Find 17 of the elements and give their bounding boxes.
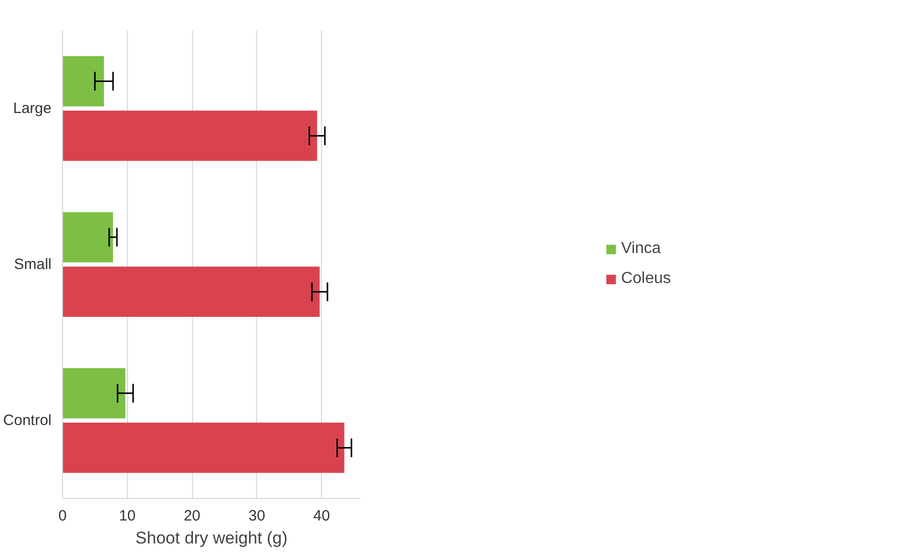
legend-label: Coleus — [621, 270, 671, 288]
y-tick-label: Small — [14, 256, 52, 273]
y-tick-label: Control — [3, 412, 52, 429]
bar — [62, 422, 344, 473]
y-tick-label: Large — [13, 100, 52, 117]
x-tick-label: 40 — [313, 508, 330, 524]
bar — [62, 110, 318, 161]
x-axis-title: Shoot dry weight (g) — [135, 528, 288, 548]
x-tick-label: 0 — [58, 508, 67, 524]
x-tick-label: 30 — [248, 508, 266, 524]
x-tick-label: 20 — [184, 508, 200, 524]
bar — [62, 368, 126, 418]
legend-label: Vinca — [621, 240, 661, 258]
x-tick-label: 10 — [118, 508, 136, 524]
bar — [62, 212, 114, 262]
bar — [62, 56, 104, 106]
bar — [62, 266, 320, 317]
